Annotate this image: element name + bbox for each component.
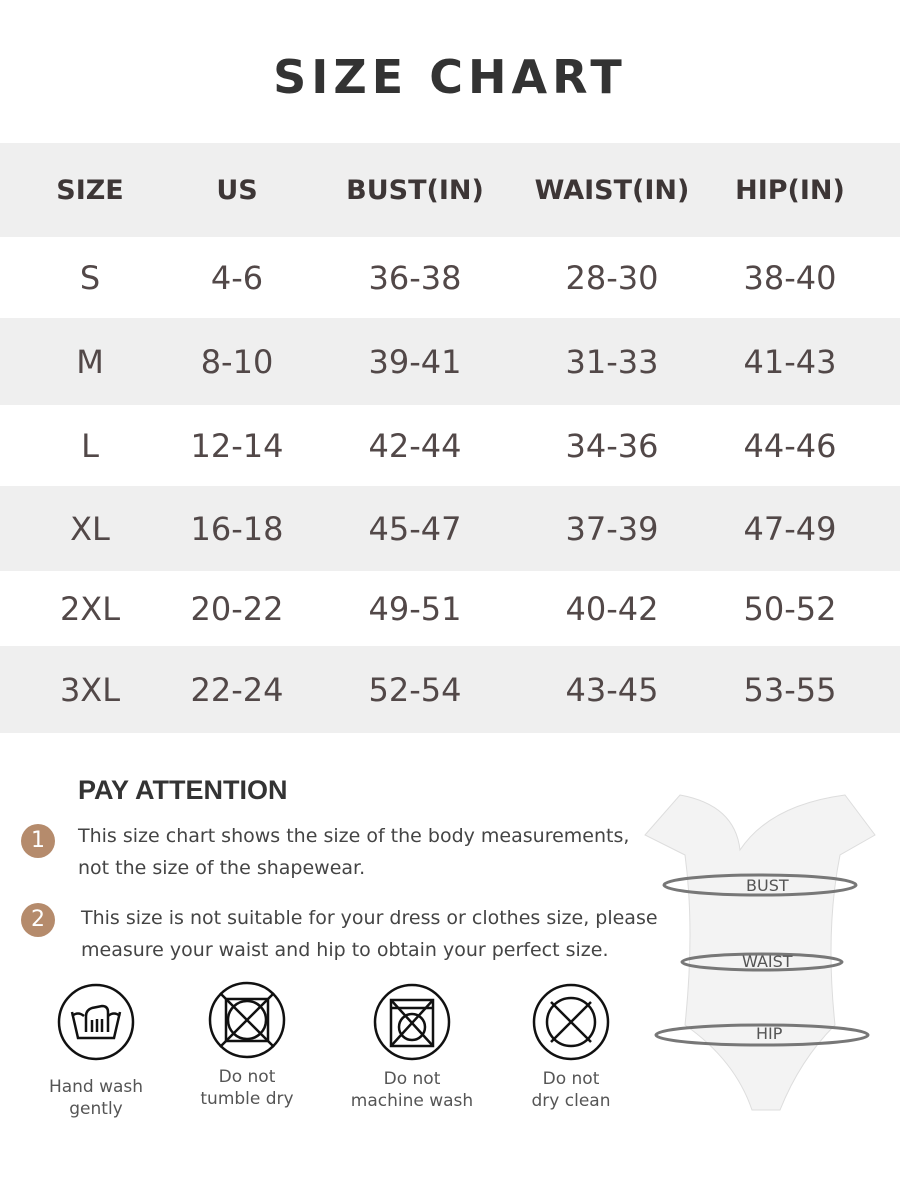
note-1: This size chart shows the size of the bo… xyxy=(78,820,629,884)
table-cell: 39-41 xyxy=(368,342,462,381)
table-cell: 45-47 xyxy=(368,509,462,548)
table-cell: 20-22 xyxy=(190,589,284,628)
table-cell: M xyxy=(76,342,104,381)
table-cell: 47-49 xyxy=(743,509,837,548)
table-cell: 41-43 xyxy=(743,342,837,381)
table-cell: 50-52 xyxy=(743,589,837,628)
care-label: Do not xyxy=(542,1069,600,1089)
table-row: L 12-14 42-44 34-36 44-46 xyxy=(0,405,900,486)
table-cell: 49-51 xyxy=(368,589,462,628)
no-machine-wash-icon xyxy=(373,983,451,1061)
table-row: 3XL 22-24 52-54 43-45 53-55 xyxy=(0,646,900,733)
table-row: XL 16-18 45-47 37-39 47-49 xyxy=(0,486,900,571)
column-header: US xyxy=(216,174,258,206)
pay-attention-heading: PAY ATTENTION xyxy=(78,775,288,805)
table-row: 2XL 20-22 49-51 40-42 50-52 xyxy=(0,571,900,646)
waist-label: WAIST xyxy=(742,952,793,971)
note-number-badge: 2 xyxy=(21,903,55,937)
table-cell: 52-54 xyxy=(368,670,462,709)
note-line: This size is not suitable for your dress… xyxy=(81,907,658,929)
table-cell: 43-45 xyxy=(565,670,659,709)
table-cell: 3XL xyxy=(59,670,121,709)
care-no-tumble-dry: Do not tumble dry xyxy=(177,980,317,1110)
page-title: SIZE CHART xyxy=(273,50,627,104)
table-cell: 28-30 xyxy=(565,258,659,297)
care-label: Hand wash xyxy=(48,1077,144,1097)
care-label: gently xyxy=(69,1099,123,1119)
bust-label: BUST xyxy=(746,876,789,895)
table-cell: 16-18 xyxy=(190,509,284,548)
bodysuit-illustration xyxy=(644,794,876,1111)
table-cell: 38-40 xyxy=(743,258,837,297)
care-label: dry clean xyxy=(531,1091,611,1111)
table-row: M 8-10 39-41 31-33 41-43 xyxy=(0,318,900,405)
bodysuit-figure: BUST WAIST HIP xyxy=(640,790,880,1124)
table-row: S 4-6 36-38 28-30 38-40 xyxy=(0,237,900,318)
table-header-row: SIZE US BUST(IN) WAIST(IN) HIP(IN) xyxy=(0,143,900,237)
care-label: Do not xyxy=(218,1067,276,1087)
care-no-dry-clean: Do not dry clean xyxy=(501,982,641,1112)
note-number-badge: 1 xyxy=(21,824,55,858)
care-label: machine wash xyxy=(350,1091,474,1111)
table-cell: 31-33 xyxy=(565,342,659,381)
table-cell: 4-6 xyxy=(210,258,264,297)
table-cell: S xyxy=(79,258,101,297)
table-cell: 2XL xyxy=(59,589,121,628)
note-line: not the size of the shapewear. xyxy=(78,857,366,879)
column-header: WAIST(IN) xyxy=(534,174,690,206)
no-dry-clean-icon xyxy=(532,983,610,1061)
table-cell: 12-14 xyxy=(190,426,284,465)
table-cell: 40-42 xyxy=(565,589,659,628)
table-cell: 36-38 xyxy=(368,258,462,297)
table-cell: XL xyxy=(70,509,110,548)
care-label: tumble dry xyxy=(200,1089,294,1109)
care-no-machine-wash: Do not machine wash xyxy=(342,982,482,1112)
note-2: This size is not suitable for your dress… xyxy=(81,902,658,966)
table-cell: 44-46 xyxy=(743,426,837,465)
note-line: measure your waist and hip to obtain you… xyxy=(81,939,609,961)
column-header: HIP(IN) xyxy=(735,174,845,206)
table-cell: 37-39 xyxy=(565,509,659,548)
table-cell: 8-10 xyxy=(200,342,274,381)
table-cell: 34-36 xyxy=(565,426,659,465)
care-label: Do not xyxy=(383,1069,441,1089)
hip-label: HIP xyxy=(756,1024,783,1043)
column-header: SIZE xyxy=(56,174,124,206)
table-cell: 53-55 xyxy=(743,670,837,709)
care-hand-wash: Hand wash gently xyxy=(26,982,166,1120)
no-tumble-dry-icon xyxy=(208,981,286,1059)
hand-wash-icon xyxy=(57,983,135,1061)
table-cell: L xyxy=(81,426,99,465)
note-line: This size chart shows the size of the bo… xyxy=(78,825,630,847)
column-header: BUST(IN) xyxy=(346,174,484,206)
table-cell: 42-44 xyxy=(368,426,462,465)
table-cell: 22-24 xyxy=(190,670,284,709)
